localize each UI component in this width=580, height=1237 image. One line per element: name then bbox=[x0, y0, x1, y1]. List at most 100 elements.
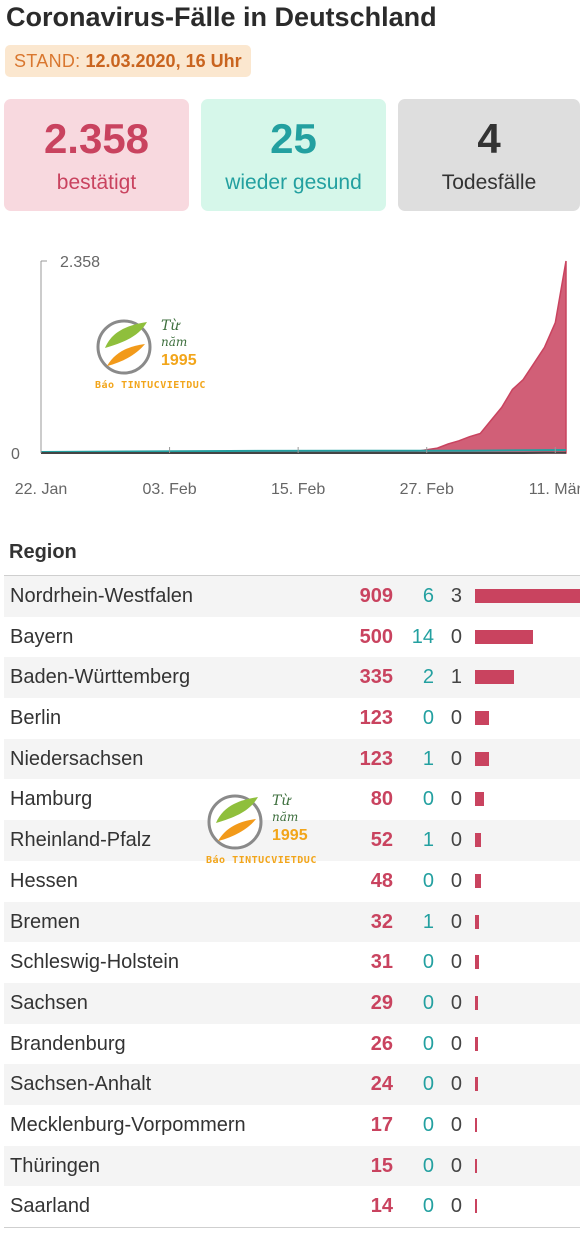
watermark-emblem-icon bbox=[96, 319, 152, 375]
deaths-value: 0 bbox=[450, 991, 462, 1014]
deaths-value: 0 bbox=[450, 829, 462, 852]
confirmed-value: 500 bbox=[359, 625, 393, 648]
watermark-line2: năm bbox=[161, 335, 188, 349]
x-tick-label: 27. Feb bbox=[400, 481, 454, 498]
confirmed-card: 2.358 bestätigt bbox=[4, 99, 189, 211]
recovered-count: 25 bbox=[270, 115, 317, 162]
recovered-value: 0 bbox=[422, 788, 434, 811]
recovered-value: 0 bbox=[422, 991, 434, 1014]
confirmed-bar bbox=[475, 955, 479, 970]
deaths-value: 0 bbox=[450, 1113, 462, 1136]
recovered-value: 0 bbox=[422, 707, 434, 730]
table-row: Sachsen-Anhalt 24 0 0 bbox=[4, 1064, 580, 1105]
table-row: Mecklenburg-Vorpommern 17 0 0 bbox=[4, 1105, 580, 1146]
deaths-value: 0 bbox=[450, 910, 462, 933]
region-name: Brandenburg bbox=[10, 1032, 126, 1055]
confirmed-value: 123 bbox=[359, 747, 393, 770]
region-name: Hessen bbox=[10, 869, 78, 892]
deaths-value: 0 bbox=[450, 747, 462, 770]
recovered-value: 1 bbox=[422, 829, 434, 852]
confirmed-value: 15 bbox=[370, 1154, 393, 1177]
deaths-value: 0 bbox=[450, 1073, 462, 1096]
deaths-value: 0 bbox=[450, 1032, 462, 1055]
region-name: Schleswig-Holstein bbox=[10, 951, 179, 974]
watermark-line2: năm bbox=[272, 810, 299, 824]
region-name: Nordrhein-Westfalen bbox=[10, 585, 194, 607]
recovered-value: 1 bbox=[422, 747, 434, 770]
confirmed-value: 31 bbox=[370, 951, 393, 974]
x-tick-label: 11. Mär bbox=[529, 481, 580, 498]
recovered-value: 2 bbox=[422, 666, 434, 689]
confirmed-value: 32 bbox=[370, 910, 393, 933]
deaths-value: 0 bbox=[450, 788, 462, 811]
watermark-line1: Từ bbox=[161, 318, 180, 334]
deaths-value: 0 bbox=[450, 625, 462, 648]
table-row: Rheinland-Pfalz 52 1 0 bbox=[4, 820, 580, 861]
deaths-value: 0 bbox=[450, 1154, 462, 1177]
region-name: Berlin bbox=[10, 707, 62, 730]
table-row: Thüringen 15 0 0 bbox=[4, 1145, 580, 1187]
deaths-value: 1 bbox=[450, 666, 462, 689]
deaths-value: 0 bbox=[450, 707, 462, 730]
confirmed-value: 29 bbox=[370, 991, 393, 1014]
table-row: Baden-Württemberg 335 2 1 bbox=[4, 657, 580, 699]
region-name: Bayern bbox=[10, 625, 74, 648]
confirmed-value: 26 bbox=[370, 1032, 393, 1055]
watermark-line4: Báo TINTUCVIETDUC bbox=[206, 855, 317, 866]
region-name: Baden-Württemberg bbox=[10, 666, 191, 689]
confirmed-bar bbox=[475, 711, 489, 726]
confirmed-bar bbox=[475, 1036, 478, 1051]
x-tick-label: 15. Feb bbox=[271, 481, 325, 498]
table-row: Niedersachsen 123 1 0 bbox=[4, 738, 580, 780]
deaths-count: 4 bbox=[477, 115, 501, 162]
recovered-value: 0 bbox=[422, 1195, 434, 1218]
watermark-logo-2: Từ năm 1995 Báo TINTUCVIETDUC bbox=[206, 793, 324, 873]
recovered-value: 14 bbox=[411, 625, 434, 648]
confirmed-value: 80 bbox=[370, 788, 393, 811]
confirmed-value: 24 bbox=[370, 1073, 393, 1096]
deaths-value: 0 bbox=[450, 951, 462, 974]
table-row: Bremen 32 1 0 bbox=[4, 901, 580, 943]
status-badge: STAND: 12.03.2020, 16 Uhr bbox=[5, 45, 251, 77]
recovered-value: 0 bbox=[422, 951, 434, 974]
region-name: Mecklenburg-Vorpommern bbox=[10, 1113, 246, 1136]
y-tick-label: 2.358 bbox=[60, 254, 100, 271]
confirmed-bar bbox=[475, 629, 533, 644]
confirmed-count: 2.358 bbox=[43, 115, 150, 162]
confirmed-bar bbox=[475, 1077, 478, 1092]
recovered-value: 0 bbox=[422, 1073, 434, 1096]
deaths-card: 4 Todesfälle bbox=[398, 99, 580, 211]
confirmed-bar bbox=[475, 751, 489, 766]
recovered-value: 1 bbox=[422, 910, 434, 933]
deaths-value: 0 bbox=[450, 1195, 462, 1218]
x-tick-label: 22. Jan bbox=[15, 481, 67, 498]
watermark-line1: Từ bbox=[272, 793, 291, 809]
confirmed-bar bbox=[475, 589, 580, 603]
stand-label: STAND: bbox=[14, 50, 81, 71]
confirmed-bar bbox=[475, 792, 484, 807]
region-heading: Region bbox=[9, 541, 77, 563]
confirmed-bar bbox=[475, 995, 478, 1010]
watermark-emblem-icon bbox=[207, 794, 263, 850]
watermark-line3: 1995 bbox=[272, 827, 308, 844]
region-name: Sachsen bbox=[10, 991, 88, 1014]
confirmed-value: 52 bbox=[370, 829, 393, 852]
watermark-logo: Từ năm 1995 Báo TINTUCVIETDUC bbox=[95, 318, 213, 398]
table-row: Sachsen 29 0 0 bbox=[4, 982, 580, 1024]
confirmed-bar bbox=[475, 1117, 477, 1132]
confirmed-bar bbox=[475, 1199, 477, 1214]
y-tick-label: 0 bbox=[11, 446, 20, 463]
region-name: Bremen bbox=[10, 910, 81, 933]
region-name: Sachsen-Anhalt bbox=[10, 1073, 152, 1096]
watermark-line4: Báo TINTUCVIETDUC bbox=[95, 380, 206, 391]
recovered-line bbox=[40, 449, 567, 453]
recovered-value: 0 bbox=[422, 869, 434, 892]
page-title: Coronavirus-Fälle in Deutschland bbox=[6, 2, 437, 32]
region-name: Thüringen bbox=[10, 1154, 101, 1177]
confirmed-bar bbox=[475, 833, 481, 848]
region-table: Nordrhein-Westfalen 909 6 3 Bayern 500 14 0 Bade… bbox=[4, 575, 580, 1228]
confirmed-value: 123 bbox=[359, 707, 393, 730]
deaths-value: 0 bbox=[450, 869, 462, 892]
stand-value: 12.03.2020, 16 Uhr bbox=[85, 50, 242, 71]
confirmed-value: 335 bbox=[359, 666, 393, 689]
